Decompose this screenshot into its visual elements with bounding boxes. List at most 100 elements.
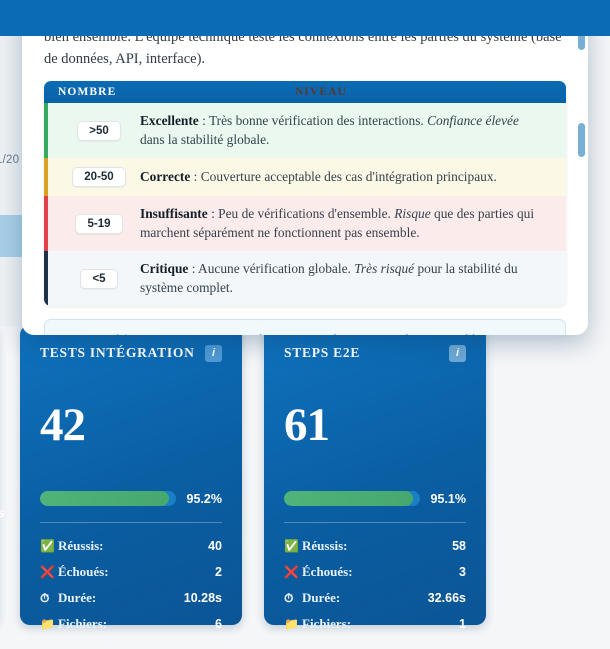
card-metric-number: 61 — [284, 399, 330, 451]
info-tooltip-panel[interactable]: tests techniques: Tests qui vérifient qu… — [22, 0, 588, 335]
stat-label: Fichiers: — [58, 616, 108, 631]
modal-scrollbar[interactable] — [578, 0, 585, 335]
level-emphasis: Confiance élevée — [427, 113, 519, 129]
table-row: 20-50 Correcte : Couverture acceptable d… — [44, 158, 566, 197]
level-emphasis: Très risqué — [354, 261, 415, 277]
card-header: TESTS INTÉGRATION i — [40, 323, 231, 370]
progress-fill — [284, 491, 413, 506]
progress-fill — [40, 491, 170, 506]
level-name: Correcte — [140, 169, 191, 185]
level-emphasis: Risque — [394, 206, 431, 222]
stat-value: 58 — [452, 539, 466, 553]
stat-value: 2 — [215, 565, 222, 579]
stat-value: 40 — [208, 539, 222, 553]
progress-percent: 95.1% — [430, 491, 466, 506]
card-title: TESTS INTÉGRATION — [40, 345, 195, 360]
stat-value: 99.97s — [0, 506, 5, 520]
level-desc-a: Très bonne vérification des interactions… — [208, 113, 428, 129]
card-tests-integration[interactable]: TESTS INTÉGRATION i 42 95.2% ✅ Réussis: … — [20, 323, 242, 631]
level-desc-a: Peu de vérifications d'ensemble. — [218, 206, 395, 222]
levels-table: NOMBRE NIVEAU >50 Excellente : Très bonn… — [44, 81, 566, 307]
info-icon[interactable]: i — [449, 344, 466, 362]
check-icon: ✅ — [284, 539, 299, 553]
card-title: STEPS E2E — [284, 345, 361, 360]
level-sep: : — [198, 113, 209, 129]
progress-percent: 95.2% — [186, 491, 222, 506]
stat-label: Durée: — [302, 590, 341, 605]
card-steps-e2e[interactable]: STEPS E2E i 61 95.1% ✅ Réussis: 58 ❌ Éch… — [264, 325, 486, 631]
cross-icon: ❌ — [40, 565, 55, 579]
table-row: <5 Critique : Aucune vérification global… — [44, 251, 566, 307]
column-header-nombre: NOMBRE — [58, 86, 117, 99]
background-highlight-chip — [0, 215, 26, 257]
impact-metier-callout: Impact métier : Garantit que toutes les … — [44, 319, 566, 335]
progress-track — [40, 491, 176, 506]
stat-row: 📁 Fichiers: 6 — [40, 611, 222, 637]
impact-text: : Garantit que toutes les parties techni… — [58, 332, 481, 335]
app-top-bar — [0, 0, 610, 36]
nombre-cell: 5-19 — [48, 213, 140, 234]
range-badge: 5-19 — [75, 213, 123, 234]
stat-row: ✅ Réussis: 58 — [284, 533, 466, 559]
scrollbar-thumb[interactable] — [578, 123, 585, 157]
range-badge: >50 — [77, 120, 121, 141]
table-row: >50 Excellente : Très bonne vérification… — [44, 103, 566, 159]
tooltip-content: tests techniques: Tests qui vérifient qu… — [44, 0, 566, 335]
card-progress: 95.1% — [284, 491, 466, 506]
stat-row: ⏱ Durée: 32.66s — [284, 585, 466, 611]
nombre-cell: <5 — [48, 268, 140, 289]
divider — [284, 522, 466, 523]
stopwatch-icon: ⏱ — [284, 590, 294, 605]
level-sep: : — [207, 206, 219, 222]
stat-value: 10.28s — [183, 591, 222, 605]
stat-label: Échoués: — [58, 564, 109, 579]
range-badge: 20-50 — [72, 167, 126, 188]
stat-label: Échoués: — [302, 564, 353, 579]
stat-row: ❌ Échoués: 2 — [40, 559, 222, 585]
column-header-niveau: NIVEAU — [295, 86, 347, 99]
niveau-cell: Excellente : Très bonne vérification des… — [140, 112, 552, 149]
stat-label: Réussis: — [58, 538, 104, 553]
stat-value: 32.66s — [427, 591, 466, 605]
metrics-cards-row: RES i 94.8% ✅ Réussis: 386 ❌ Échoués: 21… — [0, 323, 610, 631]
table-row: 5-19 Insuffisante : Peu de vérifications… — [44, 196, 566, 252]
level-desc-a: Couverture acceptable des cas d'intégrat… — [200, 169, 497, 185]
stat-row: 📁 Fichiers: 1 — [284, 611, 466, 637]
card-progress: 95.2% — [40, 491, 222, 506]
stat-label: Durée: — [58, 590, 97, 605]
pagination-indicator: 1/20 — [0, 154, 20, 166]
card-header: STEPS E2E i — [284, 342, 466, 364]
stat-row: ⏱ Durée: 10.28s — [40, 585, 222, 611]
level-name: Critique — [140, 261, 189, 277]
niveau-cell: Insuffisante : Peu de vérifications d'en… — [140, 205, 552, 242]
range-badge: <5 — [80, 268, 118, 289]
stat-value: 1 — [459, 617, 466, 631]
divider — [40, 522, 222, 523]
folder-icon: 📁 — [40, 617, 55, 631]
stat-row: ❌ Échoués: 3 — [284, 559, 466, 585]
niveau-cell: Critique : Aucune vérification globale. … — [140, 260, 552, 297]
stopwatch-icon: ⏱ — [40, 590, 50, 605]
table-header-row: NOMBRE NIVEAU — [44, 81, 566, 104]
cross-icon: ❌ — [284, 565, 299, 579]
stat-label: Réussis: — [302, 538, 348, 553]
nombre-cell: 20-50 — [48, 167, 140, 188]
level-sep: : — [190, 169, 201, 185]
stat-value: 6 — [215, 617, 222, 631]
niveau-cell: Correcte : Couverture acceptable des cas… — [140, 168, 552, 187]
progress-track — [284, 491, 420, 506]
card-metric-number: 42 — [40, 399, 86, 451]
stat-row: ✅ Réussis: 40 — [40, 533, 222, 559]
stat-value: 3 — [459, 565, 466, 579]
check-icon: ✅ — [40, 539, 55, 553]
impact-label: Impact métier — [58, 332, 139, 335]
nombre-cell: >50 — [48, 120, 140, 141]
level-sep: : — [188, 261, 199, 277]
level-desc-a: Aucune vérification globale. — [198, 261, 355, 277]
folder-icon: 📁 — [284, 617, 299, 631]
level-name: Excellente — [140, 113, 199, 129]
stat-label: Fichiers: — [302, 616, 352, 631]
info-icon[interactable]: i — [196, 323, 231, 370]
level-name: Insuffisante — [140, 206, 208, 222]
level-desc-b: pour la stabilité du système complet. — [140, 261, 518, 295]
